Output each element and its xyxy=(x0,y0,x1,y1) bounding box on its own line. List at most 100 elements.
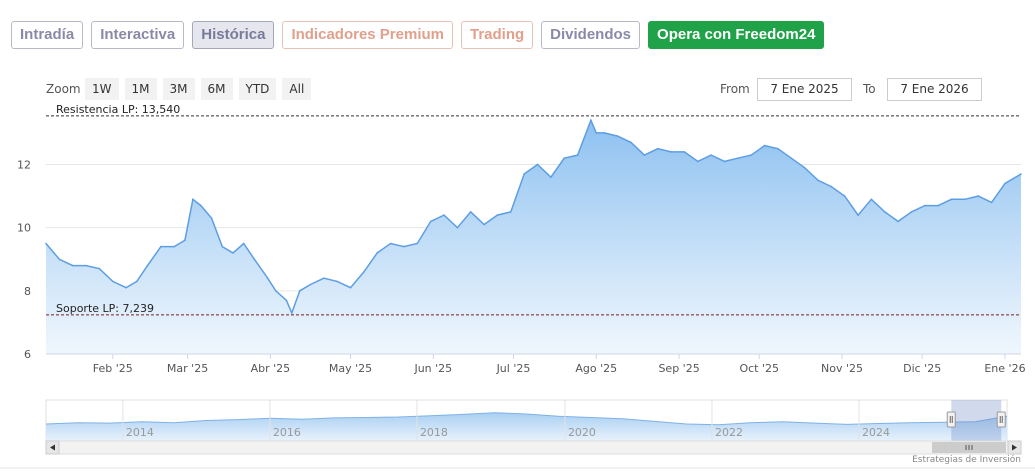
price-point xyxy=(192,198,194,201)
price-point xyxy=(576,154,579,156)
navigator-area xyxy=(46,412,1007,441)
x-tick-label: Oct '25 xyxy=(739,362,779,375)
from-label: From xyxy=(720,82,750,96)
x-tick-label: Jul '25 xyxy=(496,362,531,375)
price-point xyxy=(58,258,61,261)
price-point xyxy=(112,280,114,283)
price-point xyxy=(830,185,833,188)
price-point xyxy=(376,252,379,254)
x-tick-label: Jun '25 xyxy=(413,362,452,375)
price-point xyxy=(1020,173,1022,175)
price-point xyxy=(221,245,224,248)
price-point xyxy=(1004,182,1006,185)
navigator-year-label: 2018 xyxy=(420,426,448,439)
tab-interactiva[interactable]: Interactiva xyxy=(91,21,185,49)
price-point xyxy=(85,264,87,267)
price-point xyxy=(323,277,325,280)
navigator-year-label: 2016 xyxy=(273,426,301,439)
zoom-button-1m[interactable]: 1M xyxy=(124,78,157,100)
y-tick-label: 8 xyxy=(24,285,31,298)
price-point xyxy=(200,204,202,207)
navigator-left-handle[interactable] xyxy=(946,411,956,428)
tab-trading[interactable]: Trading xyxy=(461,21,534,49)
navigator-line xyxy=(45,412,1008,426)
price-point xyxy=(456,226,459,229)
price-point xyxy=(266,277,269,280)
tab-dividendos[interactable]: Dividendos xyxy=(541,21,641,49)
navigator-year-label: 2022 xyxy=(715,426,743,439)
tab-indicadores-premium[interactable]: Indicadores Premium xyxy=(282,21,453,49)
price-point xyxy=(299,290,301,292)
x-tick-label: Mar '25 xyxy=(167,362,208,375)
price-point xyxy=(616,135,619,137)
price-point xyxy=(550,176,552,178)
price-point xyxy=(750,154,752,156)
resistance-label: Resistencia LP: 13,540 xyxy=(56,103,180,116)
y-tick-label: 10 xyxy=(17,222,31,235)
price-point xyxy=(389,242,392,245)
tab-bar: Intradía Interactiva Histórica Indicadores … xyxy=(11,21,825,49)
to-date-input[interactable]: 7 Ene 2026 xyxy=(887,78,982,101)
zoom-buttons: 1W 1M 3M 6M YTD All xyxy=(85,78,312,100)
zoom-button-ytd[interactable]: YTD xyxy=(238,78,277,100)
price-point xyxy=(160,245,162,248)
price-point xyxy=(496,214,499,216)
price-point xyxy=(173,245,175,248)
price-point xyxy=(563,157,565,159)
support-label: Soporte LP: 7,239 xyxy=(56,302,154,315)
price-point xyxy=(469,211,472,213)
price-point xyxy=(777,147,779,150)
price-point xyxy=(937,204,939,207)
price-point xyxy=(184,239,186,242)
arrow-left-icon xyxy=(50,444,55,451)
tab-intradía[interactable]: Intradía xyxy=(11,21,84,49)
price-point xyxy=(71,264,74,267)
price-point xyxy=(403,245,405,248)
price-point xyxy=(670,151,672,153)
zoom-button-1w[interactable]: 1W xyxy=(85,78,119,100)
price-point xyxy=(697,160,699,163)
price-point xyxy=(146,264,149,267)
price-point xyxy=(977,195,980,197)
price-point xyxy=(510,211,512,213)
price-point xyxy=(309,283,312,286)
price-point xyxy=(349,286,352,289)
x-tick-label: May '25 xyxy=(329,362,372,375)
price-point xyxy=(817,179,819,182)
x-tick-label: Ene '26 xyxy=(984,362,1025,375)
navigator-year-label: 2020 xyxy=(568,426,596,439)
navigator-selection[interactable] xyxy=(951,400,1002,441)
x-tick-label: Nov '25 xyxy=(821,362,863,375)
price-point xyxy=(210,217,213,219)
tab-histórica[interactable]: Histórica xyxy=(192,21,275,49)
price-point xyxy=(897,220,899,223)
price-point xyxy=(125,286,127,289)
price-point xyxy=(710,154,712,156)
price-point xyxy=(964,198,966,201)
scrollbar-track[interactable] xyxy=(45,440,1022,455)
price-point xyxy=(595,132,598,134)
price-point xyxy=(790,157,793,159)
price-point xyxy=(910,211,913,213)
tab-opera-con-freedom24[interactable]: Opera con Freedom24 xyxy=(648,21,825,49)
zoom-label: Zoom xyxy=(46,82,81,96)
price-point xyxy=(630,141,632,144)
price-point xyxy=(590,119,592,122)
zoom-button-all[interactable]: All xyxy=(282,78,312,100)
price-point xyxy=(253,258,256,261)
x-tick-label: Sep '25 xyxy=(658,362,699,375)
price-point xyxy=(45,242,47,245)
price-area xyxy=(46,120,1021,354)
navigator-right-handle[interactable] xyxy=(996,411,1006,428)
price-point xyxy=(656,147,659,150)
price-point xyxy=(443,214,445,216)
price-point xyxy=(98,267,101,270)
price-point xyxy=(363,271,365,273)
price-point xyxy=(763,144,766,147)
zoom-button-3m[interactable]: 3M xyxy=(162,78,195,100)
zoom-button-6m[interactable]: 6M xyxy=(200,78,233,100)
price-point xyxy=(737,157,739,159)
from-date-input[interactable]: 7 Ene 2025 xyxy=(757,78,852,101)
navigator-year-label: 2014 xyxy=(126,426,154,439)
